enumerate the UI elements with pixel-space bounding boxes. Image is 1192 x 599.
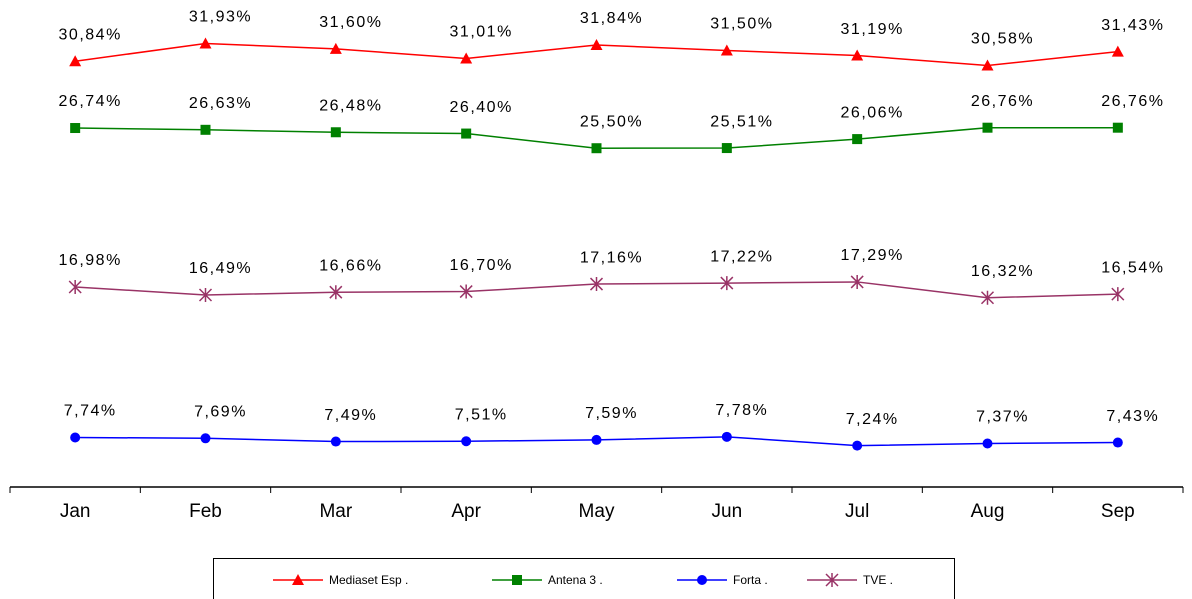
data-point bbox=[591, 434, 602, 445]
data-point bbox=[200, 124, 211, 135]
data-label: 25,51% bbox=[710, 113, 773, 130]
data-point bbox=[590, 38, 603, 50]
data-point bbox=[982, 122, 993, 133]
data-point bbox=[852, 134, 863, 145]
data-point bbox=[1112, 122, 1123, 133]
data-point bbox=[591, 143, 602, 154]
data-label: 30,58% bbox=[971, 31, 1034, 48]
data-label: 16,32% bbox=[971, 263, 1034, 280]
data-point bbox=[460, 52, 473, 64]
legend-marker bbox=[825, 573, 839, 587]
data-label: 17,22% bbox=[710, 248, 773, 265]
data-point bbox=[982, 438, 993, 449]
legend-marker bbox=[292, 574, 304, 585]
data-point bbox=[721, 143, 732, 154]
data-point bbox=[720, 276, 734, 291]
legend-label: Mediaset Esp . bbox=[329, 573, 408, 587]
data-point bbox=[461, 128, 472, 139]
data-point bbox=[721, 431, 732, 442]
data-label: 31,93% bbox=[189, 9, 252, 26]
data-label: 16,54% bbox=[1101, 259, 1164, 276]
data-label: 16,70% bbox=[450, 257, 513, 274]
data-point bbox=[720, 44, 733, 56]
legend-label: Forta . bbox=[733, 573, 768, 587]
data-label: 7,69% bbox=[194, 404, 247, 421]
data-point bbox=[1111, 287, 1125, 302]
data-label: 30,84% bbox=[59, 26, 122, 43]
data-label: 16,98% bbox=[59, 252, 122, 269]
data-point bbox=[852, 440, 863, 451]
data-label: 26,06% bbox=[841, 104, 904, 121]
x-tick-label: Mar bbox=[319, 501, 352, 522]
x-tick-label: Feb bbox=[189, 501, 222, 522]
data-point bbox=[330, 436, 341, 447]
data-point bbox=[850, 274, 864, 289]
data-label: 7,78% bbox=[715, 402, 768, 419]
data-label: 31,19% bbox=[841, 21, 904, 38]
data-label: 26,63% bbox=[189, 95, 252, 112]
data-label: 7,74% bbox=[64, 403, 117, 420]
data-point bbox=[200, 433, 211, 444]
legend-label: TVE . bbox=[863, 573, 893, 587]
x-tick-label: Jan bbox=[60, 501, 91, 522]
data-point bbox=[461, 436, 472, 447]
data-label: 26,48% bbox=[319, 97, 382, 114]
legend-marker bbox=[512, 575, 522, 585]
data-label: 7,49% bbox=[324, 407, 377, 424]
data-label: 7,37% bbox=[976, 409, 1029, 426]
data-label: 7,24% bbox=[846, 411, 899, 428]
data-point bbox=[70, 123, 81, 134]
data-point bbox=[199, 37, 212, 49]
data-label: 26,76% bbox=[971, 93, 1034, 110]
x-tick-label: Jul bbox=[845, 501, 869, 522]
x-tick-label: May bbox=[579, 501, 615, 522]
data-label: 17,16% bbox=[580, 249, 643, 266]
x-tick-label: Sep bbox=[1101, 501, 1135, 522]
data-label: 31,60% bbox=[319, 14, 382, 31]
data-point bbox=[198, 287, 213, 302]
x-tick-label: Apr bbox=[451, 501, 481, 522]
data-point bbox=[981, 59, 994, 71]
legend-label: Antena 3 . bbox=[548, 573, 603, 587]
data-label: 7,43% bbox=[1106, 408, 1159, 425]
data-point bbox=[589, 277, 604, 292]
data-label: 26,40% bbox=[450, 99, 513, 116]
data-label: 31,50% bbox=[710, 16, 773, 33]
data-point bbox=[851, 49, 864, 61]
data-point bbox=[1111, 45, 1124, 57]
data-label: 16,66% bbox=[319, 257, 382, 274]
data-point bbox=[70, 432, 81, 443]
data-label: 17,29% bbox=[841, 247, 904, 264]
data-label: 16,49% bbox=[189, 260, 252, 277]
data-label: 26,76% bbox=[1101, 93, 1164, 110]
data-point bbox=[68, 279, 82, 294]
data-point bbox=[329, 285, 343, 300]
x-tick-label: Jun bbox=[712, 501, 743, 522]
data-point bbox=[69, 55, 82, 67]
data-label: 25,50% bbox=[580, 113, 643, 130]
data-point bbox=[459, 284, 473, 299]
data-point bbox=[329, 42, 342, 54]
data-point bbox=[330, 127, 341, 138]
data-label: 31,84% bbox=[580, 10, 643, 27]
data-label: 7,51% bbox=[455, 406, 508, 423]
data-label: 31,01% bbox=[450, 24, 513, 41]
data-point bbox=[980, 290, 995, 305]
data-label: 26,74% bbox=[59, 93, 122, 110]
data-point bbox=[1112, 437, 1123, 448]
data-label: 31,43% bbox=[1101, 17, 1164, 34]
legend-marker bbox=[697, 575, 707, 585]
data-label: 7,59% bbox=[585, 405, 638, 422]
x-tick-label: Aug bbox=[971, 501, 1005, 522]
